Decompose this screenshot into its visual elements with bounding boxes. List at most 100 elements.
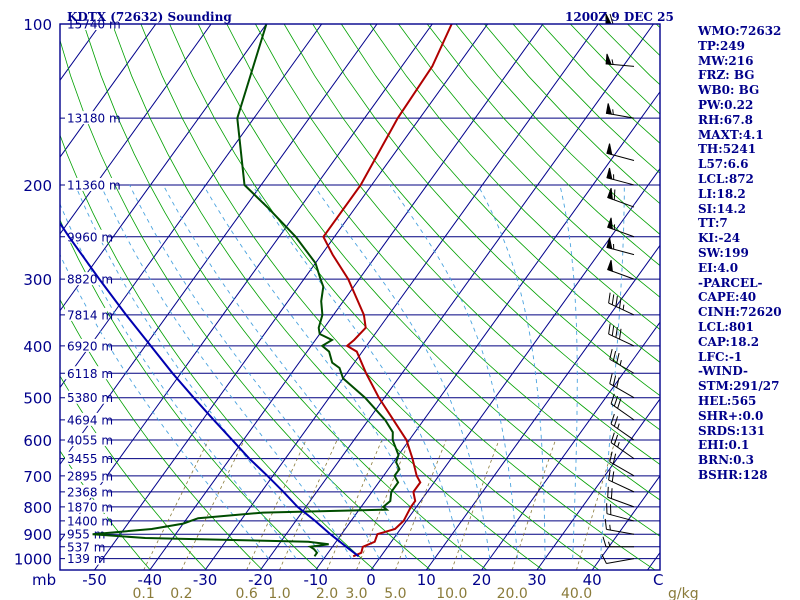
moist-adiabat [162,184,408,559]
height-label-bg [65,513,107,527]
mixing-ratio-tick-label: 0.2 [170,586,192,600]
height-label-bg [65,539,100,553]
height-label-bg [65,527,100,541]
wind-barb [606,167,635,186]
wind-barb-staff [606,558,635,565]
wind-barb [610,432,635,460]
wind-barb-staff [609,461,635,477]
height-label: 6118 m [67,367,113,381]
height-label: 1870 m [67,500,113,514]
index-14: KI:-24 [698,231,741,246]
isotherm-line [259,24,654,570]
wind-barb-flag [619,328,622,340]
mixing-ratio-line [279,439,338,570]
dry-adiabat [197,24,660,537]
wind-barb-half-flag [617,423,620,429]
moist-adiabat [100,184,352,559]
mixing-ratio-line [451,439,500,570]
pressure-tick-label: 700 [23,468,52,486]
moist-adiabat [313,184,491,559]
index-0: WMO:72632 [698,24,782,38]
index-25: HEL:565 [698,393,757,408]
wind-barb-staff [608,333,635,347]
index-28: EHI:0.1 [698,438,750,453]
moist-adiabat [389,184,518,559]
mixing-ratio-line [181,439,245,570]
wind-barb-flag [610,413,615,425]
height-label-bg [65,338,107,352]
pressure-tick-label: 800 [23,499,52,517]
wind-barb-staff [607,496,635,508]
moist-adiabat [599,185,625,559]
wind-barb-flag [607,486,609,498]
wind-barb-flag [616,352,620,364]
wind-barb [610,393,635,421]
index-16: EI:4.0 [698,260,739,275]
isotherm-line [481,321,660,570]
wind-barb-staff [608,479,635,493]
index-26: SHR+:0.0 [698,408,764,423]
wind-barb [602,536,634,548]
wind-barb-half-flag [611,59,614,65]
height-label: 139 m [67,552,105,566]
temperature-tick-label: -30 [193,571,218,589]
wind-barb [606,143,635,161]
dry-adiabat [426,24,660,267]
wind-barb-staff [606,513,635,522]
wind-barb-staff [608,302,635,316]
dry-adiabat [226,24,660,501]
dry-adiabat [111,24,544,570]
temperature-tick-label: -20 [248,571,273,589]
temperature-tick-label: 10 [417,571,436,589]
moist-adiabat [251,184,463,559]
background-grid [60,24,660,570]
wind-barb-pennant [606,143,613,156]
wind-barb [601,553,635,565]
height-label: 4694 m [67,413,113,427]
isotherm-line [94,24,489,570]
pressure-tick-label: 200 [23,177,52,195]
dry-adiabat [340,24,660,363]
wind-barbs [601,13,635,565]
wind-barb-flag [613,416,619,427]
wind-barb-flag [609,348,613,360]
height-label: 4055 m [67,434,113,448]
wind-barb-pennant [607,217,613,230]
wind-barb-flag [611,471,615,482]
mixing-ratio-tick-label: 1.0 [268,586,290,600]
height-label-bg [65,229,107,243]
wind-barb-staff [610,442,635,460]
isotherm-line [60,24,267,312]
wind-barb [607,486,635,508]
wind-barb-flag [601,553,607,564]
dry-adiabat [169,24,656,570]
wind-barb-half-flag [622,304,625,310]
wind-barb-flag [608,323,611,335]
pressure-tick-label: 600 [23,432,52,450]
wind-barb-half-flag [608,541,611,547]
wind-barb-flag [617,398,622,409]
height-label: 9960 m [67,230,113,244]
index-9: L57:6.6 [698,157,749,172]
temperature-tick-label: -10 [303,571,328,589]
wind-barb-flag [616,377,620,388]
wind-barb-flag [609,373,613,384]
index-20: LCL:801 [698,319,754,334]
wind-barb-pennant [607,187,613,200]
dry-adiabat [60,133,375,570]
moist-adiabat [477,184,546,559]
height-label-bg [65,484,107,498]
wind-barb [608,292,635,316]
wind-barb-flag [611,325,615,336]
index-23: -WIND- [698,364,748,379]
index-22: LFC:-1 [698,349,743,364]
wind-barb [608,323,635,347]
stability-indices-panel: WMO:72632 TP:249 MW:216 FRZ: BG WB0: BG PW:0.… [698,24,798,483]
pressure-tick-label: 1000 [14,551,52,569]
wind-barb-flag [612,350,617,362]
wind-barb-pennant [606,237,613,250]
mixing-ratio-tick-label: 0.1 [133,586,155,600]
station-title: KDTX (72632) Sounding [67,10,232,24]
index-18: CAPE:40 [698,290,757,305]
